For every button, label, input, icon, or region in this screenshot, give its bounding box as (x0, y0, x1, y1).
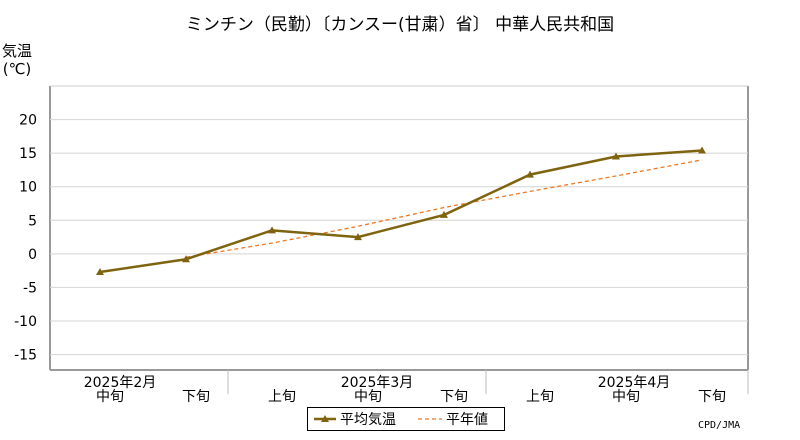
series-line-mean (99, 149, 703, 274)
y-axis-unit-label: 気温 (℃) (2, 42, 32, 78)
y-axis-label: 気温 (2, 42, 33, 60)
legend-item-mean: 平均気温 (314, 409, 396, 429)
legend: 平均気温 平年値 (307, 407, 505, 431)
legend-label-mean: 平均気温 (340, 412, 396, 428)
data-point-mean (268, 226, 276, 234)
x-tick-label: 上旬 (526, 389, 554, 405)
y-tick-label: -10 (14, 314, 37, 330)
data-point-mean (440, 210, 448, 218)
y-tick-label: -15 (14, 348, 37, 364)
series-line-normal (185, 159, 703, 258)
x-month-label: 2025年2月 (84, 375, 157, 391)
x-tick-label: 上旬 (268, 389, 296, 405)
x-tick-label: 下旬 (440, 389, 468, 405)
data-point-mean (96, 267, 104, 275)
data-point-mean (526, 170, 534, 178)
y-tick-label: 15 (19, 146, 37, 162)
data-point-mean (698, 146, 706, 154)
credit-text: CPD/JMA (698, 420, 741, 431)
chart-title: ミンチン（民勤）〔カンスー(甘粛）省〕 中華人民共和国 (185, 15, 615, 35)
legend-swatch-mean (314, 415, 336, 422)
legend-item-normal: 平年値 (418, 409, 488, 429)
y-tick-label: 20 (19, 113, 37, 129)
x-tick-label: 中旬 (354, 389, 382, 405)
y-tick-label: 5 (28, 213, 37, 229)
y-axis-unit: (℃) (2, 60, 32, 78)
y-tick-label: 10 (19, 180, 37, 196)
x-month-label: 2025年4月 (598, 375, 671, 391)
data-point-mean (354, 233, 362, 241)
x-month-label: 2025年3月 (341, 375, 414, 391)
x-tick-label: 中旬 (96, 389, 124, 405)
data-point-mean (182, 255, 190, 263)
x-tick-label: 中旬 (612, 389, 640, 405)
y-tick-label: -5 (23, 280, 37, 296)
legend-swatch-normal (418, 418, 442, 420)
x-tick-label: 下旬 (182, 389, 210, 405)
x-tick-label: 下旬 (698, 389, 726, 405)
legend-label-normal: 平年値 (446, 412, 488, 428)
data-point-mean (612, 152, 620, 160)
y-tick-label: 0 (28, 247, 37, 263)
